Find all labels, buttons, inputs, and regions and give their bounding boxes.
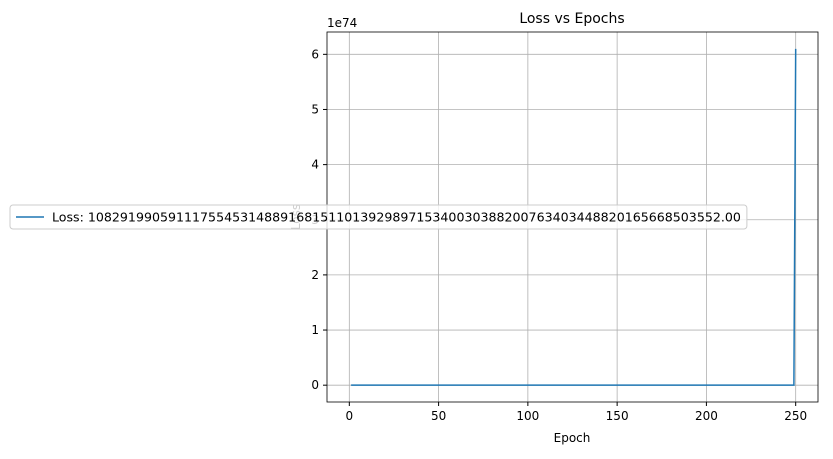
x-tick-label: 0: [345, 409, 353, 423]
x-tick-label: 250: [784, 409, 807, 423]
x-tick-label: 100: [516, 409, 539, 423]
legend-box: [9, 204, 748, 230]
y-tick-label: 1: [311, 323, 319, 337]
y-tick-label: 5: [311, 102, 319, 116]
chart-title: Loss vs Epochs: [519, 11, 624, 27]
x-tick-label: 200: [695, 409, 718, 423]
y-offset-label: 1e74: [327, 16, 357, 30]
y-tick-label: 0: [311, 378, 319, 392]
x-axis-label: Epoch: [554, 431, 591, 445]
legend: Loss: 1082919905911175545314889168151101…: [9, 204, 748, 230]
y-tick-label: 2: [311, 268, 319, 282]
x-tick-label: 150: [606, 409, 629, 423]
x-tick-label: 50: [431, 409, 446, 423]
y-tick-label: 6: [311, 47, 319, 61]
legend-label: Loss: 1082919905911175545314889168151101…: [52, 210, 741, 225]
y-tick-label: 4: [311, 158, 319, 172]
data-line: [351, 48, 797, 386]
